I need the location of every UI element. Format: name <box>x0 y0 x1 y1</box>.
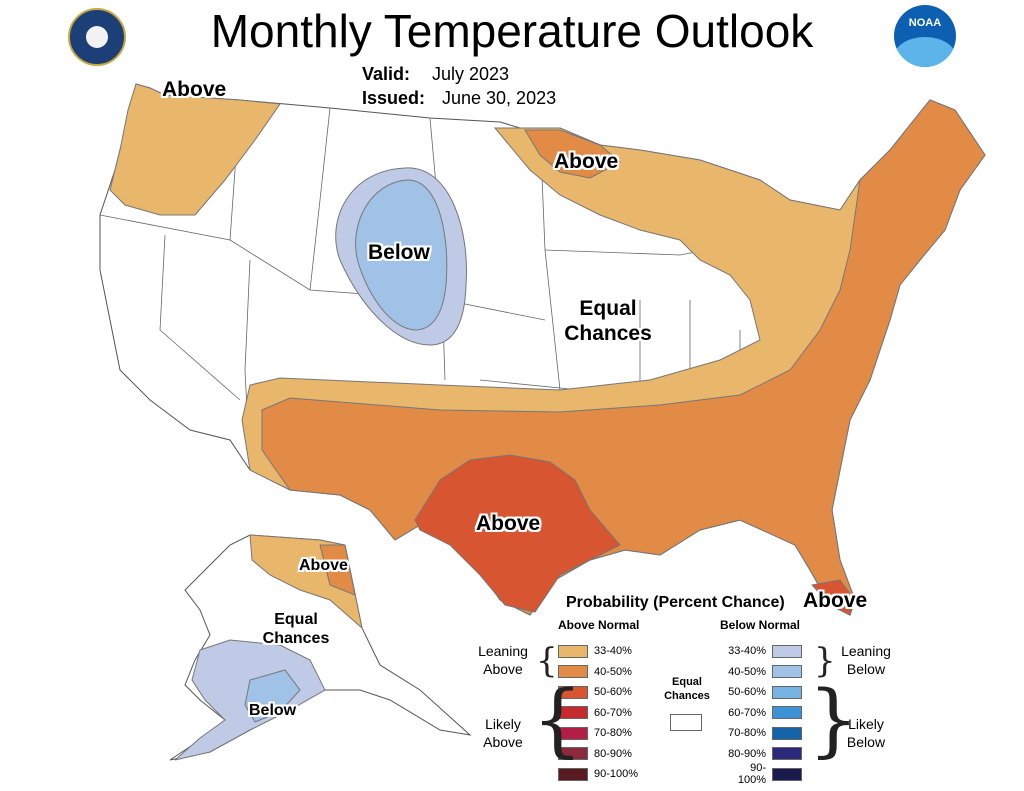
legend-above-row: 80-90% <box>558 746 648 762</box>
legend-below-swatch <box>772 665 802 678</box>
legend-above-swatch <box>558 685 588 699</box>
brace-likely-below: } <box>808 673 859 766</box>
legend-above-row: 50-60% <box>558 684 648 700</box>
valid-label: Valid: <box>362 64 411 84</box>
alaska-north-above-inner <box>319 544 356 596</box>
alaska-south-below-inner <box>244 669 301 723</box>
legend-likely-above: Likely Above <box>483 716 523 750</box>
label-florida: Above <box>803 589 868 612</box>
legend-above-row: 90-100% <box>558 766 648 782</box>
legend-above-label: 90-100% <box>594 768 639 780</box>
legend-below-row: 50-60% <box>722 684 802 700</box>
legend-title: Probability (Percent Chance) <box>566 594 785 611</box>
issued-value: June 30, 2023 <box>442 88 557 108</box>
legend-below-label: 90-100% <box>737 762 766 786</box>
legend-above-label: 33-40% <box>594 645 632 657</box>
legend-below-swatch <box>772 706 802 719</box>
label-great-lakes: Above <box>554 150 619 173</box>
legend-below-label: 80-90% <box>728 747 766 760</box>
legend-below-swatch <box>772 767 802 781</box>
label-alaska-south: Below <box>249 702 297 719</box>
legend-above-label: 80-90% <box>594 747 632 760</box>
legend-above-swatch <box>558 747 588 760</box>
legend-leaning-above: Leaning Above <box>478 643 528 677</box>
legend-below-swatch <box>772 685 802 699</box>
legend-above-swatch <box>558 644 588 658</box>
region-northwest-above <box>109 83 281 216</box>
legend-above-label: 60-70% <box>594 706 632 719</box>
label-alaska-north: Above <box>299 557 348 574</box>
legend-above-row: 40-50% <box>558 664 648 680</box>
legend-below-row: 60-70% <box>722 705 802 721</box>
label-texas: Above <box>476 512 541 535</box>
brace-leaning-above: { <box>536 641 558 681</box>
label-rockies: Below <box>368 241 430 264</box>
noaa-logo-icon: NOAA <box>894 5 956 67</box>
legend-likely-below: Likely Below <box>846 716 886 750</box>
legend-equal-chances: Equal Chances <box>664 676 710 703</box>
legend-above-header: Above Normal <box>558 618 640 632</box>
legend-below-label: 40-50% <box>728 665 766 678</box>
valid-line: Valid: July 2023 <box>362 64 509 85</box>
region-florida-above <box>811 579 856 616</box>
legend-below-row: 40-50% <box>722 664 802 680</box>
legend-below-swatch <box>772 747 802 760</box>
legend-above-swatch <box>558 706 588 719</box>
brace-likely-above: { <box>532 673 583 766</box>
legend-above-row: 60-70% <box>558 705 648 721</box>
legend-above-label: 50-60% <box>594 686 632 698</box>
legend-above-label: 70-80% <box>594 727 632 739</box>
legend-equal-swatch <box>670 714 702 731</box>
legend-below-label: 50-60% <box>728 686 766 698</box>
legend-above-label: 40-50% <box>594 665 632 678</box>
legend-below-label: 33-40% <box>728 645 766 657</box>
legend-below-swatch <box>772 644 802 658</box>
label-alaska-mid: Equal Chances <box>262 611 330 648</box>
legend-below-label: 60-70% <box>728 706 766 719</box>
legend-below-row: 33-40% <box>722 643 802 659</box>
legend-below-row: 70-80% <box>722 725 802 741</box>
legend-below-row: 90-100% <box>722 762 802 786</box>
label-midwest: Equal Chances <box>564 297 652 346</box>
legend-above-row: 70-80% <box>558 725 648 741</box>
region-rockies-below-inner <box>355 179 448 331</box>
legend-above-row: 33-40% <box>558 643 648 659</box>
legend-below-row: 80-90% <box>722 746 802 762</box>
page-title: Monthly Temperature Outlook <box>210 5 814 57</box>
legend-above-swatch <box>558 767 588 781</box>
doc-seal-icon <box>68 8 126 66</box>
valid-value: July 2023 <box>432 64 510 84</box>
issued-line: Issued: June 30, 2023 <box>362 88 556 109</box>
region-texas-above <box>414 454 621 613</box>
legend-below-label: 70-80% <box>728 727 766 739</box>
label-northwest: Above <box>162 78 227 101</box>
issued-label: Issued: <box>362 88 426 108</box>
legend-leaning-below: Leaning Below <box>841 643 891 677</box>
legend-above-swatch <box>558 726 588 740</box>
legend-below-swatch <box>772 726 802 740</box>
legend-above-swatch <box>558 665 588 678</box>
legend-below-header: Below Normal <box>720 618 801 632</box>
region-lakes-above <box>524 129 621 179</box>
brace-leaning-below: } <box>814 641 836 681</box>
